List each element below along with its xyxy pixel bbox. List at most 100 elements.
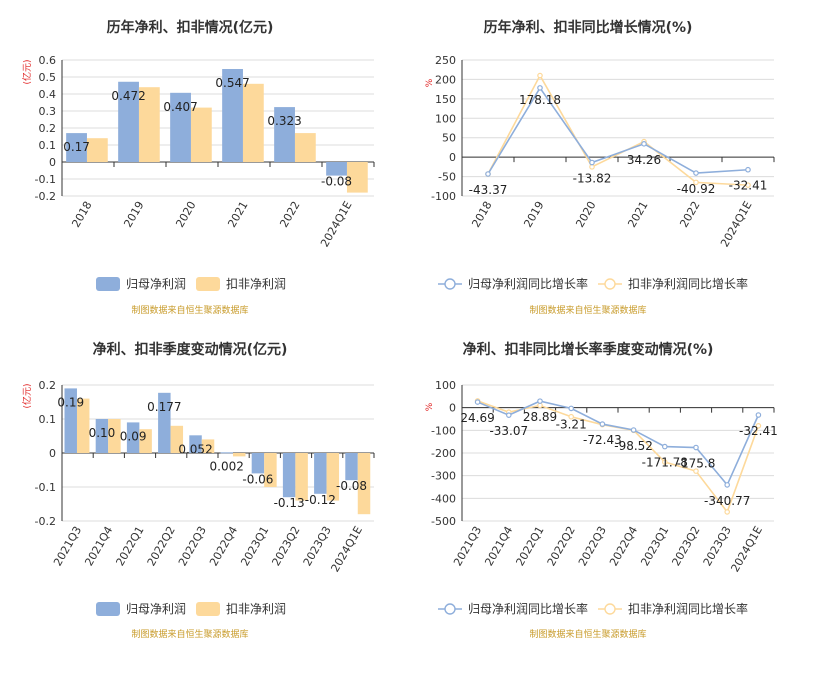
chart-panel-1: 历年净利、扣非情况(亿元) (亿元) 0.6 0.5 0.4 0.3 0.2 0.1 0 -0.1… (21, 19, 375, 316)
bar-net-profit (220, 452, 233, 454)
chart-panel-3: 净利、扣非季度变动情况(亿元)(亿元) 0.20.10-0.1-0.22021Q3… (21, 341, 375, 640)
bar-deducted-profit (326, 453, 340, 501)
data-label: 0.407 (163, 100, 197, 114)
bar-net-profit (126, 422, 140, 453)
line-point (537, 398, 543, 404)
y-tick-label: -100 (431, 190, 456, 203)
line-point (693, 170, 699, 176)
data-label: -98.52 (614, 439, 653, 453)
line-point (724, 509, 731, 515)
y-tick-label: -100 (431, 424, 456, 437)
y-tick-label: 150 (435, 93, 456, 106)
bar-deducted-profit (357, 453, 371, 515)
y-tick-label: 0.5 (39, 71, 57, 84)
line-deducted-profit-growth (487, 73, 749, 186)
x-tick-label: 2024Q1E (718, 199, 755, 249)
chart-title: 净利、扣非同比增长率季度变动情况(%) (463, 341, 714, 358)
legend-marker (444, 278, 456, 290)
bar-net-profit (64, 388, 77, 453)
data-label: 0.19 (57, 395, 84, 409)
legend-item-deducted-profit[interactable]: 扣非净利润同比增长率 (598, 601, 748, 616)
y-tick-label: 0.6 (39, 54, 57, 67)
data-label: 0.323 (267, 114, 301, 128)
y-tick-label: -0.1 (35, 173, 56, 186)
y-axis-unit-label: % (425, 402, 435, 411)
data-label: -32.41 (729, 179, 768, 193)
line-net-profit-growth (487, 86, 749, 175)
y-tick-label: 100 (435, 379, 456, 392)
x-tick-label: 2021Q4 (82, 524, 115, 568)
data-label: 0.17 (63, 140, 90, 154)
bar-net-profit (251, 453, 265, 474)
y-tick-label: 100 (435, 112, 456, 125)
line-point (661, 459, 668, 465)
bar-deducted-profit (86, 138, 108, 162)
y-tick-label: 200 (435, 73, 456, 86)
y-tick-label: -400 (431, 492, 456, 505)
legend-label: 扣非净利润同比增长率 (628, 276, 748, 291)
x-tick-label: 2021Q4 (482, 524, 515, 568)
legend-item-net-profit[interactable]: 归母净利润 (96, 602, 186, 616)
y-tick-label: 0 (49, 447, 56, 460)
legend-swatch (96, 277, 120, 291)
y-tick-label: -50 (438, 171, 456, 184)
line-point (599, 421, 606, 427)
data-label: 0.177 (147, 400, 181, 414)
data-label: 0.052 (178, 442, 212, 456)
chart-panel-2: 历年净利、扣非同比增长情况(%)% 250 200 150 100 50 0 -50 -100 2… (425, 19, 775, 316)
y-tick-label: 0.1 (39, 413, 57, 426)
legend-item-deducted-profit[interactable]: 扣非净利润 (196, 277, 286, 291)
data-label: -13.82 (573, 172, 612, 186)
y-tick-label: 0 (49, 156, 56, 169)
line-point (755, 412, 762, 418)
y-tick-label: -200 (431, 447, 456, 460)
bar-deducted-profit (295, 453, 308, 501)
legend-label: 归母净利润同比增长率 (468, 601, 588, 616)
line-point (474, 399, 481, 405)
line-point (724, 482, 731, 488)
y-tick-label: 0.1 (39, 139, 57, 152)
x-tick-label: 2022Q4 (607, 524, 640, 568)
source-note: 制图数据来自恒生聚源数据库 (529, 304, 646, 316)
bar-deducted-profit (201, 439, 215, 453)
data-label: 178.18 (519, 93, 561, 107)
x-tick-label: 2022Q2 (545, 524, 578, 568)
x-tick-label: 2018 (69, 199, 94, 230)
y-axis-unit-label: (亿元) (21, 59, 33, 84)
x-tick-label: 2024Q1E (328, 524, 365, 574)
x-tick-label: 2021Q3 (51, 524, 84, 568)
legend-item-net-profit[interactable]: 归母净利润同比增长率 (438, 276, 588, 291)
y-tick-label: 0.3 (39, 105, 57, 118)
data-label: -43.37 (469, 183, 508, 197)
line-point (661, 443, 668, 450)
line-point (537, 72, 543, 79)
line-point (589, 159, 595, 166)
data-label: 0.10 (89, 426, 116, 440)
legend-item-deducted-profit[interactable]: 扣非净利润同比增长率 (598, 276, 748, 291)
x-tick-label: 2023Q3 (701, 524, 734, 568)
source-note: 制图数据来自恒生聚源数据库 (131, 628, 248, 640)
legend-item-net-profit[interactable]: 归母净利润 (96, 277, 186, 291)
x-tick-label: 2022Q1 (114, 524, 147, 568)
bar-deducted-profit (190, 107, 212, 162)
data-label: -32.41 (739, 424, 778, 438)
legend-item-net-profit[interactable]: 归母净利润同比增长率 (438, 601, 588, 616)
y-tick-label: 0.2 (39, 122, 57, 135)
y-tick-label: 0.4 (39, 88, 57, 101)
bar-deducted-profit (170, 425, 184, 453)
line-point (745, 182, 751, 188)
x-tick-label: 2020 (573, 199, 598, 230)
legend-item-deducted-profit[interactable]: 扣非净利润 (196, 602, 286, 616)
chart-title: 净利、扣非季度变动情况(亿元) (93, 341, 288, 358)
line-point (568, 405, 575, 412)
x-tick-label: 2022 (277, 199, 302, 230)
y-axis-unit-label: (亿元) (21, 383, 33, 408)
line-point (755, 423, 762, 429)
data-label: -0.13 (274, 496, 305, 510)
y-axis-unit-label: % (425, 78, 435, 87)
line-point (693, 444, 699, 451)
legend-marker (444, 603, 456, 615)
x-tick-label: 2022Q3 (176, 524, 209, 568)
line-net-profit-growth (477, 400, 760, 487)
